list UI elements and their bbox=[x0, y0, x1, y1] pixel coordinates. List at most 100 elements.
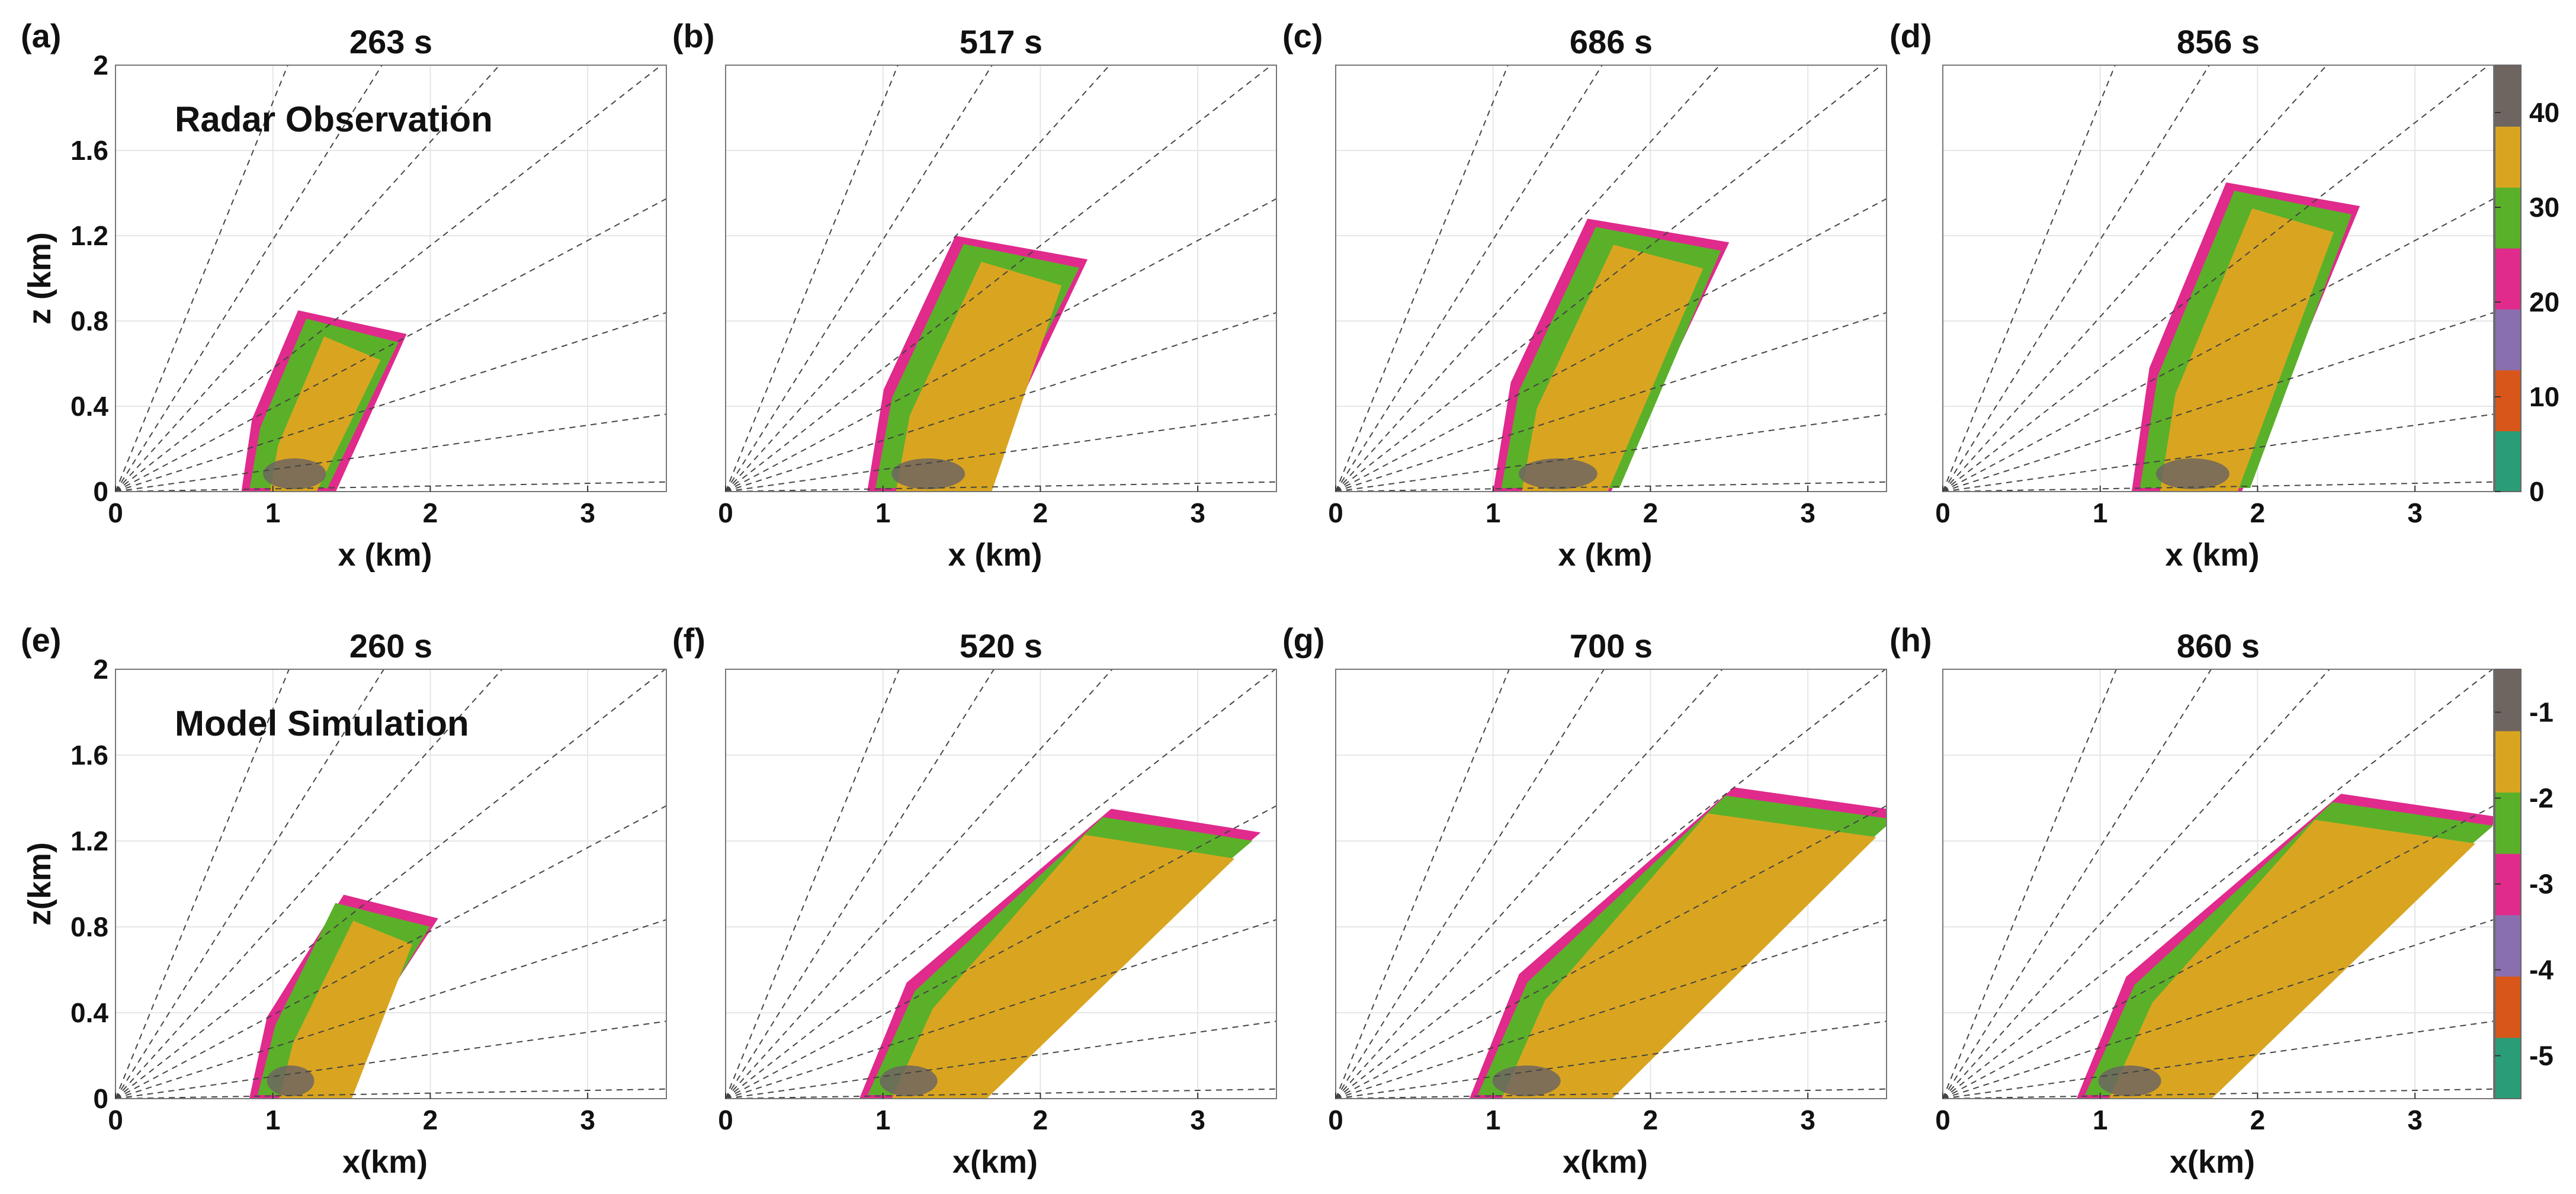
row-annotation: Radar Observation bbox=[175, 100, 493, 139]
colorbar-swatch bbox=[2495, 126, 2521, 188]
colorbar-tick-label: -4 bbox=[2529, 955, 2553, 986]
plot-frame bbox=[115, 65, 667, 492]
y-tick-label: 2 bbox=[93, 50, 108, 81]
y-tick-label: 0.4 bbox=[70, 391, 108, 422]
x-tick-label: 3 bbox=[580, 498, 595, 528]
echo-field bbox=[249, 894, 438, 1099]
echo-base-max bbox=[2098, 1065, 2161, 1096]
x-tick-label: 2 bbox=[1643, 498, 1658, 528]
x-tick-label: 0 bbox=[108, 498, 123, 528]
colorbar-swatch bbox=[2495, 431, 2521, 492]
echo-field bbox=[2131, 182, 2360, 492]
echo-core bbox=[2160, 208, 2334, 492]
colorbar-swatch bbox=[2495, 669, 2521, 731]
x-tick-label: 0 bbox=[108, 1105, 123, 1135]
x-tick-label: 2 bbox=[423, 1105, 438, 1135]
echo-field bbox=[859, 808, 1261, 1099]
x-axis-label: x(km) bbox=[1563, 1144, 1648, 1180]
x-axis-label: x (km) bbox=[948, 537, 1042, 573]
echo-base-max bbox=[267, 1065, 315, 1096]
plot-frame-outline bbox=[1942, 65, 2494, 492]
plot-frame-outline bbox=[1335, 669, 1887, 1099]
colorbar-tick-label: 0 bbox=[2529, 476, 2545, 507]
y-tick-label: 0 bbox=[93, 1083, 108, 1114]
x-tick-label: 0 bbox=[1328, 498, 1343, 528]
x-tick-label: 1 bbox=[875, 498, 891, 528]
x-tick-label: 1 bbox=[1486, 1105, 1501, 1135]
x-tick-label: 0 bbox=[718, 1105, 733, 1135]
plot-frame-outline bbox=[115, 65, 667, 492]
x-axis-label: x(km) bbox=[2170, 1144, 2255, 1180]
plot-frame-outline bbox=[725, 65, 1277, 492]
panel-title: 700 s bbox=[1570, 627, 1653, 665]
colorbar-model: -5 -4 -3 -2 -1 bbox=[2494, 669, 2553, 1099]
colorbar-swatch bbox=[2495, 792, 2521, 854]
colorbar-swatch bbox=[2495, 730, 2521, 793]
plot-frame-outline bbox=[725, 669, 1277, 1099]
x-tick-label: 2 bbox=[1033, 1105, 1048, 1135]
x-tick-label: 2 bbox=[1643, 1105, 1658, 1135]
panel-letter: (e) bbox=[21, 621, 61, 659]
colorbar-tick-label: -5 bbox=[2529, 1041, 2553, 1071]
panel-title: 260 s bbox=[349, 627, 432, 665]
panel-b: 0 1 2 3 x (km) 517 s (b) bbox=[672, 17, 1277, 573]
x-axis-label: x(km) bbox=[342, 1144, 428, 1180]
colorbar-tick-label: -3 bbox=[2529, 869, 2553, 900]
echo-base-max bbox=[1518, 458, 1597, 489]
x-axis-label: x (km) bbox=[338, 537, 432, 573]
colorbar-tick-label: 30 bbox=[2529, 192, 2559, 223]
panel-letter: (d) bbox=[1890, 17, 1932, 54]
echo-core bbox=[278, 920, 412, 1099]
x-tick-label: 3 bbox=[1800, 498, 1815, 528]
echo-field bbox=[1493, 219, 1730, 492]
x-tick-label: 1 bbox=[2093, 498, 2108, 528]
y-tick-label: 0.4 bbox=[70, 997, 108, 1028]
x-tick-label: 1 bbox=[1486, 498, 1501, 528]
panel-d: 0 1 2 3 x (km) 856 s (d) bbox=[1890, 17, 2494, 573]
panel-title: 686 s bbox=[1570, 23, 1653, 60]
panel-letter: (g) bbox=[1282, 621, 1325, 659]
x-axis-label: x (km) bbox=[2165, 537, 2259, 573]
echo-core bbox=[270, 336, 381, 492]
colorbar-tick-label: -2 bbox=[2529, 783, 2553, 814]
x-tick-label: 3 bbox=[2407, 1105, 2423, 1135]
echo-core bbox=[891, 834, 1235, 1099]
panel-title: 263 s bbox=[349, 23, 432, 60]
row-annotation: Model Simulation bbox=[175, 704, 469, 743]
panel-title: 517 s bbox=[960, 23, 1042, 60]
colorbar-swatch bbox=[2495, 309, 2521, 371]
panel-a: 0 1 2 3 0 0.4 0.8 1.2 1.6 2 z (km) x (km) 263 s (a) Ra… bbox=[21, 17, 667, 573]
x-tick-label: 1 bbox=[265, 498, 281, 528]
x-tick-label: 3 bbox=[1800, 1105, 1815, 1135]
x-tick-label: 2 bbox=[423, 498, 438, 528]
x-tick-label: 0 bbox=[1328, 1105, 1343, 1135]
panel-f: 0 1 2 3 x(km) 520 s (f) bbox=[672, 621, 1277, 1180]
plot-frame-outline bbox=[1942, 669, 2494, 1099]
panel-title: 856 s bbox=[2177, 23, 2260, 60]
echo-base-max bbox=[263, 458, 326, 489]
echo-base-max bbox=[2155, 458, 2229, 489]
echo-base-max bbox=[880, 1065, 938, 1096]
echo-core bbox=[1502, 813, 1876, 1099]
colorbar-swatch bbox=[2495, 370, 2521, 432]
x-tick-label: 1 bbox=[2093, 1105, 2108, 1135]
panel-c: 0 1 2 3 x (km) 686 s (c) bbox=[1282, 17, 1887, 573]
echo-base-max bbox=[1492, 1065, 1561, 1096]
y-tick-label: 1.2 bbox=[70, 220, 108, 251]
plot-frame-outline bbox=[115, 669, 667, 1099]
colorbar-tick-label: 10 bbox=[2529, 381, 2559, 412]
x-tick-label: 0 bbox=[1935, 1105, 1951, 1135]
x-tick-label: 0 bbox=[718, 498, 733, 528]
colorbar-swatch bbox=[2495, 248, 2521, 310]
panel-letter: (f) bbox=[672, 621, 705, 659]
echo-core bbox=[2109, 820, 2476, 1099]
panel-title: 520 s bbox=[960, 627, 1042, 665]
y-tick-label: 0.8 bbox=[70, 306, 108, 336]
colorbar-swatch bbox=[2495, 975, 2521, 1038]
panel-title: 860 s bbox=[2177, 627, 2260, 665]
colorbar-tick-label: -1 bbox=[2529, 697, 2553, 728]
colorbar-radar: 0 10 20 30 40 bbox=[2494, 65, 2559, 507]
plot-frame-outline bbox=[1335, 65, 1887, 492]
colorbar-tick-label: 20 bbox=[2529, 287, 2559, 317]
